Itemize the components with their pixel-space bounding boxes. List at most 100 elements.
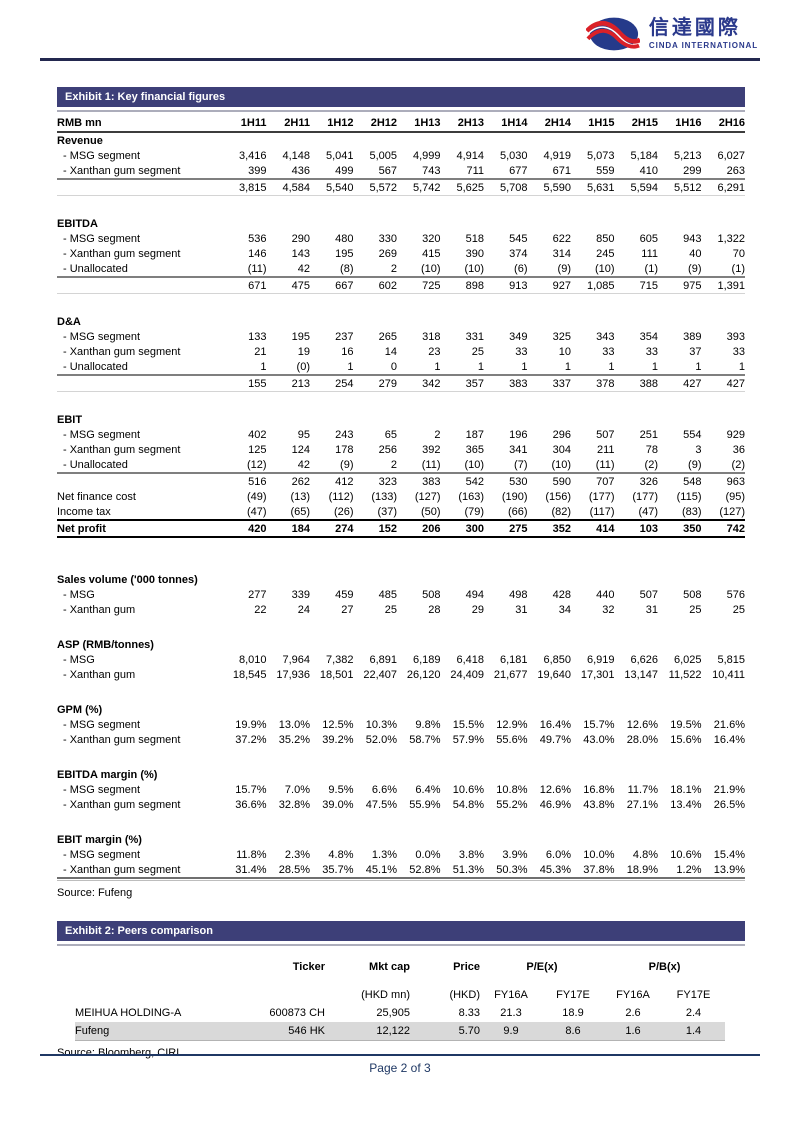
exhibit-2-source: Source: Bloomberg, CIRL (57, 1047, 183, 1059)
cell-value: 975 (683, 279, 702, 292)
cell-value: 3,416 (238, 149, 267, 162)
cell-value: (115) (676, 490, 702, 503)
cell-value: 143 (291, 247, 310, 260)
cell-value: (83) (681, 505, 702, 518)
cell-value: 26.5% (713, 798, 745, 811)
column-header: 2H11 (284, 116, 310, 129)
cell-value: 485 (378, 588, 397, 601)
row-spacer (57, 294, 745, 314)
column-header: 1H16 (675, 116, 702, 129)
table-row: - Unallocated 1 (0) 1 0 1 1 1 1 1 1 1 1 (57, 359, 745, 374)
row-label: - MSG segment (63, 428, 141, 441)
row-label: Income tax (57, 505, 111, 518)
peers-value-cell: 9.9 (503, 1025, 519, 1037)
cell-value: 263 (726, 164, 745, 177)
row-label: - Xanthan gum segment (63, 863, 181, 876)
cell-value: 13.4% (670, 798, 702, 811)
cell-value: 40 (689, 247, 702, 260)
cell-value: 243 (335, 428, 354, 441)
column-header: 1H13 (414, 116, 441, 129)
table-row: - Xanthan gum 22 24 27 25 28 29 31 34 32 31 25 25 (57, 602, 745, 617)
cell-value: 13.9% (713, 863, 745, 876)
cell-value: 213 (291, 377, 310, 390)
cell-value: 33 (645, 345, 658, 358)
section-header-row: ASP (RMB/tonnes) (57, 637, 745, 652)
cell-value: 10.6% (452, 783, 484, 796)
logo-text: 信達國際 CINDA INTERNATIONAL (649, 18, 758, 50)
cell-value: 133 (248, 330, 267, 343)
peers-comparison-table: Ticker Mkt cap Price P/E(x) P/B(x) (HKD mn) (H… (75, 958, 725, 1041)
cell-value: 415 (422, 247, 441, 260)
cell-value: 125 (248, 443, 267, 456)
cell-value: 146 (248, 247, 267, 260)
section-header-row: EBITDA (57, 216, 745, 231)
cell-value: 95 (297, 428, 310, 441)
cell-value: (2) (731, 458, 745, 471)
cell-value: (163) (458, 490, 484, 503)
cell-value: (7) (514, 458, 528, 471)
cell-value: 25 (471, 345, 484, 358)
cell-value: (12) (246, 458, 267, 471)
cell-value: 28 (428, 603, 441, 616)
peers-value-cell: 18.9 (562, 1007, 584, 1019)
cell-value: (11) (421, 458, 441, 471)
cell-value: 262 (291, 475, 310, 488)
row-spacer (57, 538, 745, 572)
cell-value: 296 (552, 428, 571, 441)
cell-value: 1 (608, 360, 615, 373)
column-header: 1H14 (501, 116, 528, 129)
row-label: - Xanthan gum (63, 603, 136, 616)
row-label: - Xanthan gum segment (63, 733, 181, 746)
cell-value: 602 (378, 279, 397, 292)
peers-value-cell: 2.6 (625, 1007, 641, 1019)
cell-value: 3 (695, 443, 702, 456)
cell-value: 1.3% (371, 848, 397, 861)
cell-value: 16.4% (539, 718, 571, 731)
cell-value: 1 (564, 360, 571, 373)
cell-value: 1 (695, 360, 702, 373)
row-label: - Unallocated (63, 360, 128, 373)
table-row: - MSG segment 15.7% 7.0% 9.5% 6.6% 6.4% 10.6% 1… (57, 782, 745, 797)
cell-value: 318 (422, 330, 441, 343)
key-financials-table: RMB mn 1H11 2H11 1H12 2H12 1H13 2H13 1H14 2H14 1H… (57, 114, 745, 881)
cell-value: 27.1% (626, 798, 658, 811)
column-header-row: RMB mn 1H11 2H11 1H12 2H12 1H13 2H13 1H14 2H14 1H… (57, 114, 745, 133)
cell-value: 5,625 (456, 181, 484, 194)
cell-value: (9) (688, 458, 702, 471)
peers-sub-header: (HKD) (449, 989, 480, 1001)
exhibit-2: Exhibit 2: Peers comparison Ticker Mkt ca… (57, 921, 745, 1059)
exhibit-1-title: Exhibit 1: Key financial figures (65, 91, 226, 103)
cell-value: (190) (501, 490, 528, 503)
row-label: ASP (RMB/tonnes) (57, 638, 154, 651)
table-bottom-rule (57, 877, 745, 881)
cell-value: (47) (246, 505, 267, 518)
row-spacer (57, 392, 745, 412)
section-header-row: GPM (%) (57, 702, 745, 717)
row-label: - Xanthan gum segment (63, 798, 181, 811)
cell-value: 1.2% (676, 863, 702, 876)
table-row: - MSG 277 339 459 485 508 494 498 428 440 507 508 57… (57, 587, 745, 602)
row-label: Revenue (57, 134, 103, 147)
cell-value: 508 (683, 588, 702, 601)
cell-value: (95) (725, 490, 745, 503)
cell-value: (8) (340, 262, 354, 275)
section-header-row: EBIT (57, 412, 745, 427)
row-label: - Xanthan gum segment (63, 443, 181, 456)
exhibit-2-title-bar: Exhibit 2: Peers comparison (57, 921, 745, 941)
cell-value: 354 (639, 330, 658, 343)
cell-value: (1) (644, 262, 658, 275)
cell-value: 58.7% (409, 733, 441, 746)
table-row: - Xanthan gum segment 125 124 178 256 392 365 3… (57, 442, 745, 457)
cell-value: (10) (464, 262, 484, 275)
row-label: - Xanthan gum segment (63, 164, 181, 177)
section-header-row: EBIT margin (%) (57, 832, 745, 847)
cell-value: 45.1% (365, 863, 397, 876)
peers-sub-header-row: (HKD mn) (HKD) FY16A FY17E FY16A FY17E (75, 986, 725, 1004)
row-label: Net profit (57, 522, 106, 535)
cell-value: 1 (260, 360, 267, 373)
cell-value: 24 (297, 603, 310, 616)
table-row: Net profit 420 184 274 152 206 300 275 352 414 103… (57, 519, 745, 538)
cell-value: 6,025 (673, 653, 702, 666)
row-label: GPM (%) (57, 703, 103, 716)
cell-value: 1,085 (586, 279, 615, 292)
